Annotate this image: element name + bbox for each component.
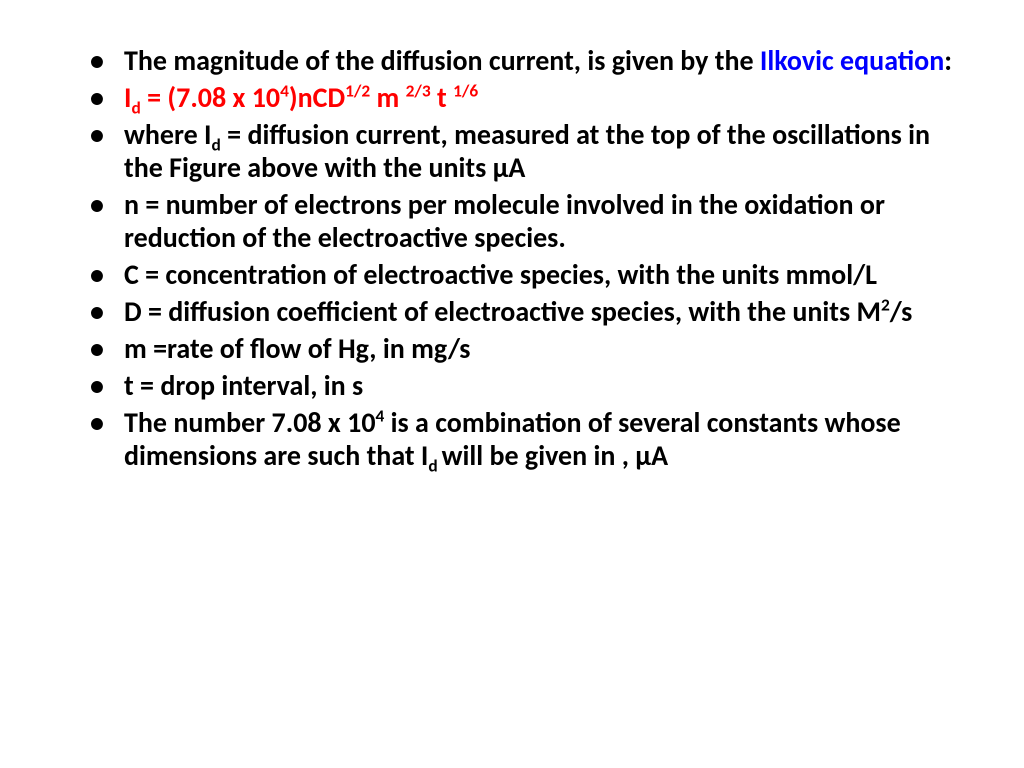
eq-sup: 1/2 — [345, 80, 370, 102]
bullet-text: /s — [890, 294, 912, 329]
sub: d — [428, 455, 441, 477]
list-item: C = concentration of electroactive speci… — [90, 258, 964, 291]
bullet-text: C = concentration of electroactive speci… — [124, 257, 877, 292]
bullet-text: where I — [124, 117, 212, 152]
list-item: m =rate of flow of Hg, in mg/s — [90, 332, 964, 365]
bullet-text: = diffusion current, measured at the top… — [124, 117, 930, 185]
eq-part: )nCD — [289, 80, 345, 115]
bullet-text: n = number of electrons per molecule inv… — [124, 187, 885, 255]
bullet-text: will be given in , µA — [442, 438, 668, 473]
ilkovic-highlight: Ilkovic equation — [760, 43, 944, 78]
eq-sup: 1/6 — [453, 80, 478, 102]
list-item: where Id = diffusion current, measured a… — [90, 118, 964, 184]
list-item: The number 7.08 x 104 is a combination o… — [90, 406, 964, 472]
eq-sup: 4 — [280, 80, 289, 102]
bullet-text: t = drop interval, in s — [124, 368, 363, 403]
eq-part: m — [370, 80, 405, 115]
sup: 2 — [881, 294, 890, 316]
eq-part: t — [431, 80, 453, 115]
eq-sup: 2/3 — [406, 80, 431, 102]
bullet-text: : — [944, 43, 952, 78]
bullet-text: The number 7.08 x 10 — [124, 405, 376, 440]
bullet-list: The magnitude of the diffusion current, … — [90, 44, 964, 472]
list-item: Id = (7.08 x 104)nCD1/2 m 2/3 t 1/6 — [90, 81, 964, 114]
equation-red: Id = (7.08 x 104)nCD1/2 m 2/3 t 1/6 — [124, 80, 478, 115]
bullet-text: The magnitude of the diffusion current, … — [124, 43, 760, 78]
bullet-text: D = diffusion coefficient of electroacti… — [124, 294, 881, 329]
eq-sub: d — [131, 97, 140, 119]
list-item: n = number of electrons per molecule inv… — [90, 188, 964, 254]
bullet-text: m =rate of flow of Hg, in mg/s — [124, 331, 470, 366]
list-item: t = drop interval, in s — [90, 369, 964, 402]
list-item: D = diffusion coefficient of electroacti… — [90, 295, 964, 328]
list-item: The magnitude of the diffusion current, … — [90, 44, 964, 77]
eq-part: = (7.08 x 10 — [141, 80, 280, 115]
slide: The magnitude of the diffusion current, … — [0, 0, 1024, 768]
sup: 4 — [376, 405, 385, 427]
